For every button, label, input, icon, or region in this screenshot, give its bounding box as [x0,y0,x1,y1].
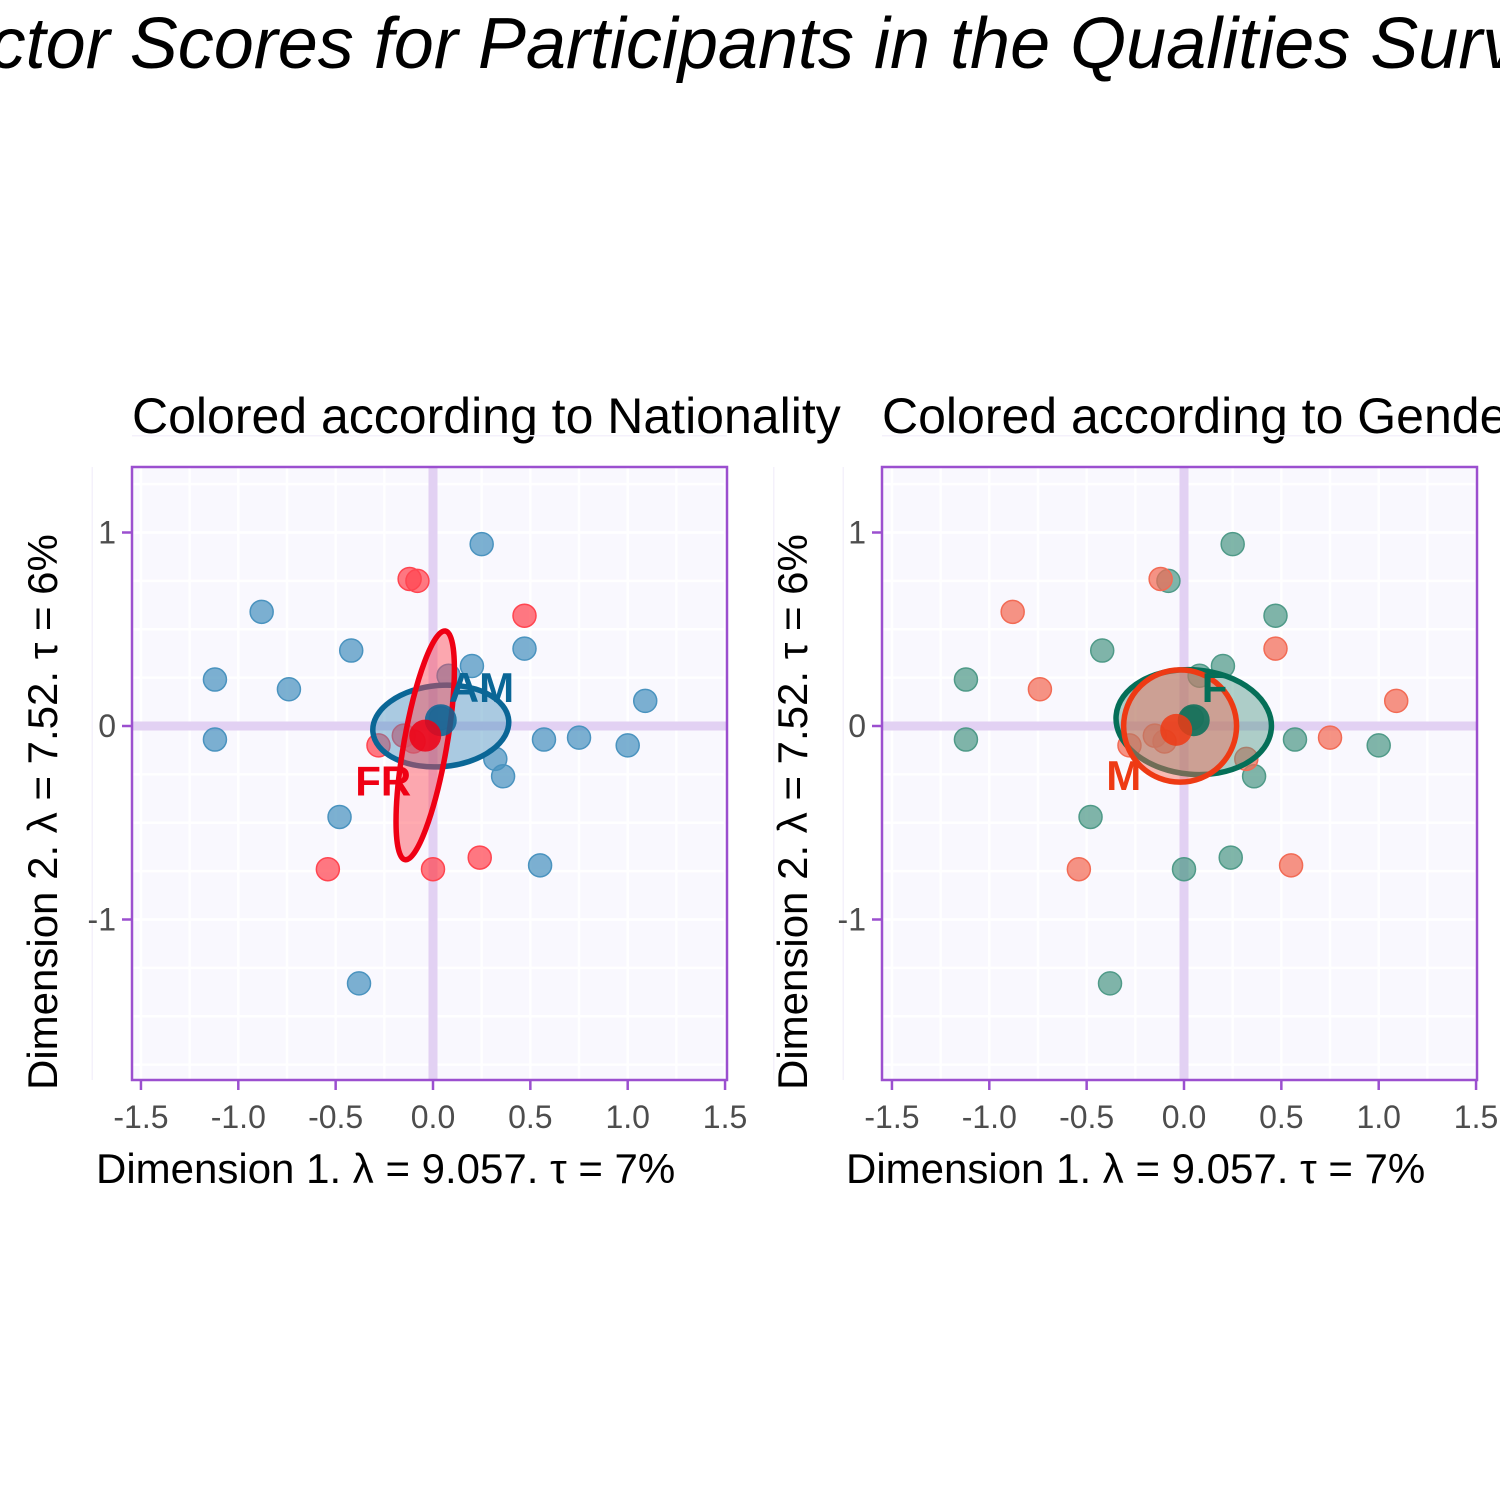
x-tick-label: 0.5 [508,1099,552,1135]
group-label-f: F [1202,664,1228,711]
x-tick-label: -1.0 [962,1099,1017,1135]
data-point-fr [512,603,537,628]
x-tick-label: 0.0 [411,1099,455,1135]
data-point-am [202,667,228,692]
y-tick-label: -1 [838,902,866,938]
data-point-m [1148,566,1173,592]
data-point-f [1078,804,1103,830]
y-tick-label: 1 [848,515,866,551]
data-point-m [1383,688,1409,714]
x-tick-label: 0.0 [1162,1099,1206,1135]
y-axis-label-gender: Dimension 2. λ = 7.52. τ = 6% [769,534,816,1090]
data-point-fr [405,568,430,594]
data-point-am [249,599,274,625]
main-title: Factor Scores for Participants in the Qu… [0,4,1500,84]
data-point-f [1263,603,1288,628]
data-point-m [1263,636,1288,661]
data-point-f [1171,856,1197,882]
group-label-fr: FR [355,758,411,805]
data-point-fr [467,845,492,870]
y-ticks: -1 0 1 [88,515,132,938]
data-point-m [1317,725,1343,750]
panel-nationality: Colored according to Nationality AM FR -1.… [19,388,841,1192]
data-point-am [459,653,485,679]
data-point-am [566,725,592,750]
data-point-am [527,853,553,878]
data-point-f [1218,845,1243,870]
panel-frame [130,465,729,1082]
data-point-fr [315,856,341,882]
data-point-am [327,804,352,830]
data-point-am [338,638,364,663]
panel-title-gender: Colored according to Gender [882,388,1500,444]
data-point-m [1027,676,1053,702]
data-point-fr [420,856,446,882]
group-label-m: M [1106,752,1141,799]
y-tick-label: 0 [98,708,116,744]
data-point-am [276,676,302,702]
plot-content: AM FR [202,531,658,996]
y-axis-label-nationality: Dimension 2. λ = 7.52. τ = 6% [19,534,66,1090]
data-point-am [615,733,640,758]
data-point-am [632,688,658,714]
grid [91,435,775,1080]
x-tick-label: 1.0 [1356,1099,1400,1135]
data-point-f [1366,733,1391,758]
plot-area-gender: FM-1.5 -1.0 -0.5 0.0 0.5 1.0 1.5-101 [838,435,1498,1135]
data-point-m [1278,853,1304,878]
data-point-f [1089,638,1115,663]
x-axis-label-gender: Dimension 1. λ = 9.057. τ = 7% [846,1145,1425,1192]
y-ticks: -1 0 1 [838,515,882,938]
data-point-f [953,667,979,692]
x-axis-label-nationality: Dimension 1. λ = 9.057. τ = 7% [96,1145,675,1192]
plot-area-nationality: AM FR -1.5 -1.0 -0.5 0.0 0.5 1.0 1.5 -1 0 1 [88,435,775,1135]
x-tick-label: 1.5 [703,1099,747,1135]
series-m [1000,566,1409,882]
data-point-am [469,531,494,557]
panel-frame [880,465,1479,1082]
y-tick-label: 1 [98,515,116,551]
data-point-f [1282,727,1308,752]
x-tick-label: 1.0 [605,1099,649,1135]
x-tick-label: 0.5 [1259,1099,1303,1135]
x-tick-label: -1.0 [211,1099,266,1135]
group-mean-fr [409,719,442,752]
group-mean-m [1160,713,1193,746]
data-point-am [202,727,228,752]
data-point-f [1097,971,1123,996]
plot-content: FM [953,531,1409,996]
data-point-f [1220,531,1245,557]
data-point-m [1000,599,1025,625]
y-tick-label: 0 [848,708,866,744]
data-point-am [346,971,372,996]
data-point-am [512,636,537,661]
x-tick-label: -1.5 [113,1099,168,1135]
x-ticks: -1.5 -1.0 -0.5 0.0 0.5 1.0 1.5 [864,1080,1498,1135]
data-point-am [490,764,516,789]
panel-gender: Colored according to Gender FM-1.5 -1.0 -0… [769,388,1500,1192]
group-label-am: AM [449,664,514,711]
data-point-m [1066,856,1092,882]
panel-title-nationality: Colored according to Nationality [132,388,841,444]
data-point-am [531,727,557,752]
x-tick-label: -0.5 [308,1099,363,1135]
x-tick-label: -1.5 [864,1099,919,1135]
x-tick-label: -0.5 [1059,1099,1114,1135]
data-point-f [953,727,979,752]
x-ticks: -1.5 -1.0 -0.5 0.0 0.5 1.0 1.5 [113,1080,747,1135]
y-tick-label: -1 [88,902,116,938]
x-tick-label: 1.5 [1454,1099,1498,1135]
